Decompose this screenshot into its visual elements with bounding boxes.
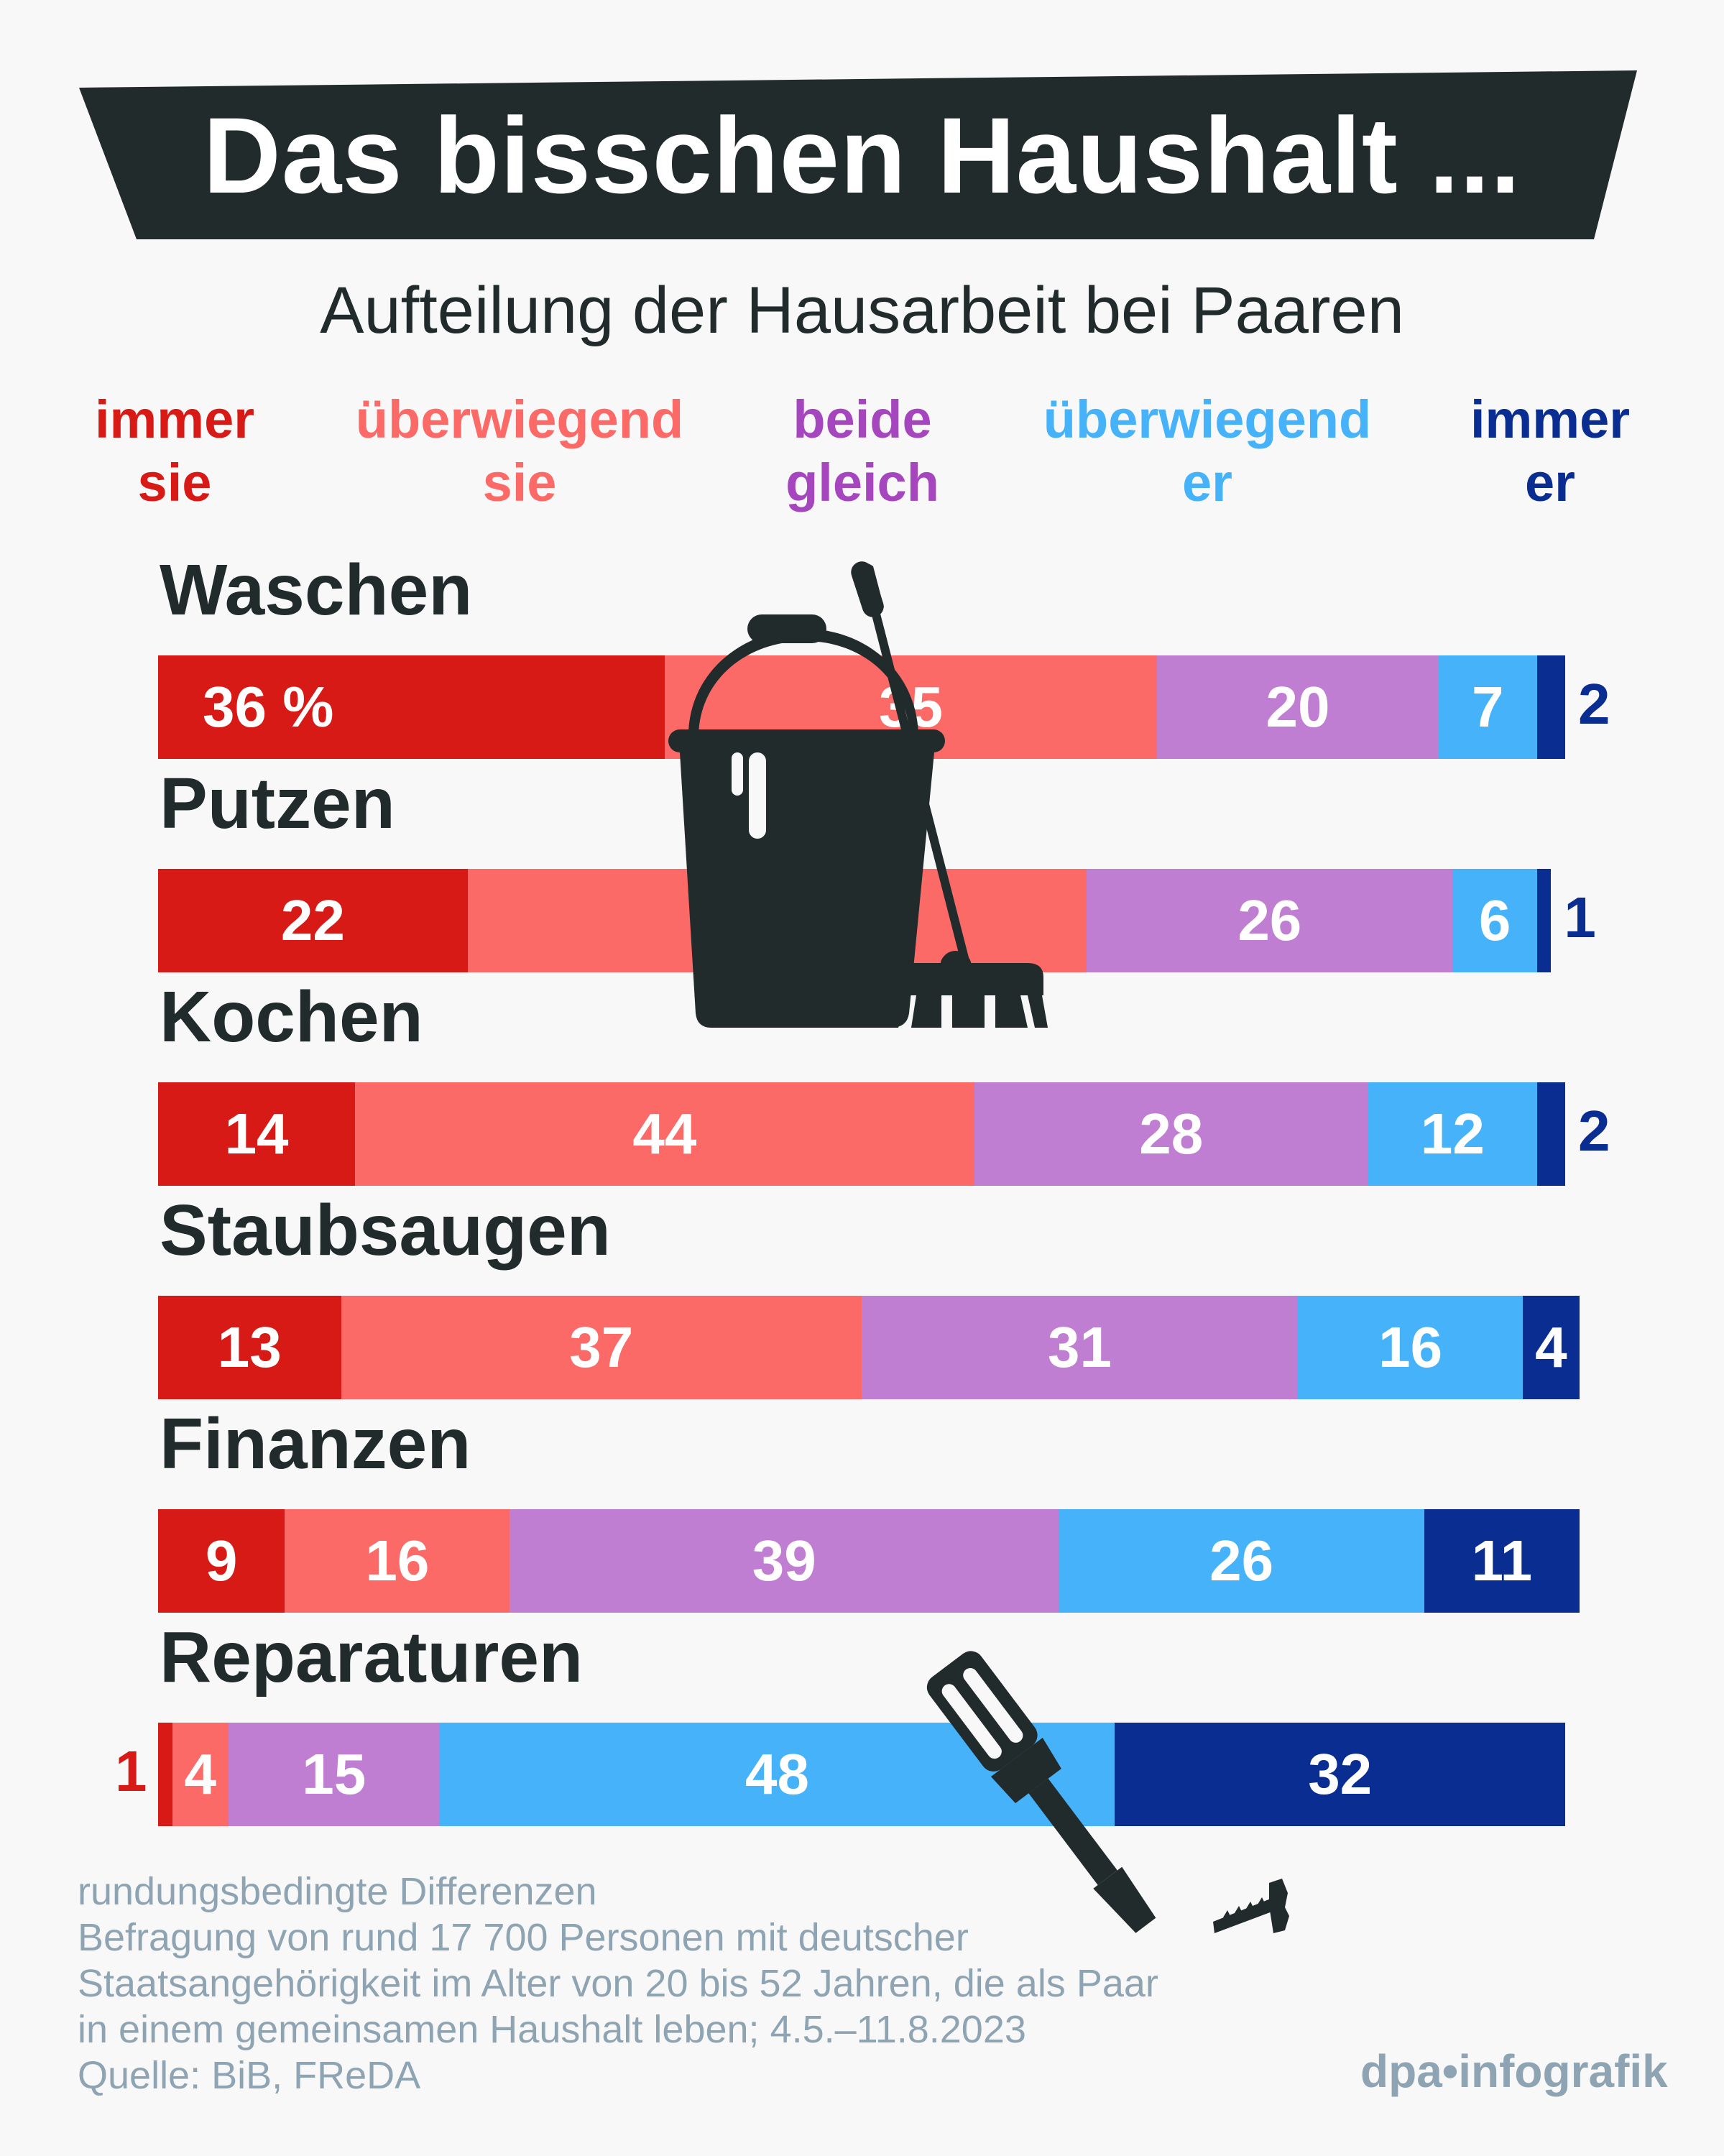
- bar-segment: [158, 1723, 172, 1826]
- data-label: 4: [184, 1742, 216, 1806]
- bar-segment: 32: [1115, 1723, 1565, 1826]
- legend-label-line2: sie: [482, 453, 557, 512]
- data-label-outside: 1: [1564, 885, 1596, 949]
- data-label: 26: [1209, 1529, 1274, 1593]
- data-label: 9: [205, 1529, 238, 1593]
- bar-segment: 6: [1452, 869, 1537, 972]
- legend-label-line2: sie: [137, 453, 212, 512]
- bar-row: 14 44 28 12: [158, 1082, 1565, 1186]
- legend-label-line1: überwiegend: [355, 390, 684, 449]
- bar-segment: 4: [1523, 1296, 1580, 1399]
- bar-segment: 14: [158, 1082, 356, 1186]
- category-label: Staubsaugen: [160, 1190, 611, 1271]
- legend-item: überwiegend sie: [356, 388, 683, 515]
- category-label: Reparaturen: [160, 1617, 584, 1697]
- legend-label-line1: immer: [1470, 390, 1631, 449]
- data-label: 13: [217, 1315, 282, 1379]
- data-label: 16: [1378, 1315, 1443, 1379]
- bar-segment: 44: [355, 1082, 974, 1186]
- dpa-infografik-logo: dpa•infografik: [1360, 2045, 1668, 2097]
- data-label: 15: [302, 1742, 367, 1806]
- bar-segment: 28: [974, 1082, 1368, 1186]
- legend-label-line2: gleich: [785, 453, 939, 512]
- bar-segment: 31: [861, 1296, 1298, 1399]
- legend-label-line2: er: [1182, 453, 1232, 512]
- footnote-line: Quelle: BiB, FReDA: [78, 2054, 421, 2097]
- data-label: 44: [632, 1102, 697, 1166]
- bar-segment: 11: [1424, 1509, 1580, 1613]
- data-label: 36 %: [203, 675, 334, 739]
- legend-label-line1: beide: [793, 390, 932, 449]
- data-label-outside: 2: [1578, 1099, 1610, 1163]
- footnote-line: in einem gemeinsamen Haushalt leben; 4.5…: [78, 2008, 1026, 2051]
- bar-segment: 15: [228, 1723, 440, 1826]
- bar-segment: 36 %: [158, 655, 665, 759]
- legend-item: überwiegend er: [1043, 388, 1371, 515]
- footnote-line: Staatsangehörigkeit im Alter von 20 bis …: [78, 1962, 1158, 2005]
- bar-segment: 16: [1297, 1296, 1524, 1399]
- data-label: 4: [1535, 1315, 1567, 1379]
- data-label: 28: [1139, 1102, 1204, 1166]
- legend-label-line2: er: [1525, 453, 1575, 512]
- page-title: Das bisschen Haushalt ...: [203, 95, 1521, 216]
- data-label: 20: [1266, 675, 1330, 739]
- title-banner: [79, 70, 1637, 239]
- bar-segment: 26: [1059, 1509, 1425, 1613]
- bar-segment: 37: [341, 1296, 862, 1399]
- bar-segment: 13: [158, 1296, 341, 1399]
- data-label-outside: 1: [115, 1739, 147, 1803]
- category-label: Waschen: [160, 550, 473, 630]
- bar-row: 13 37 31 16 4: [158, 1296, 1580, 1399]
- bar-segment: [1536, 1082, 1565, 1186]
- legend-label-line1: immer: [94, 390, 255, 449]
- footnote-line: rundungsbedingte Differenzen: [78, 1870, 597, 1913]
- data-label: 12: [1420, 1102, 1485, 1166]
- bucket-mop-icon: [668, 561, 1048, 1028]
- bar-segment: 12: [1368, 1082, 1537, 1186]
- bar-row: 4 15 48 32: [158, 1723, 1565, 1826]
- bar-segment: 4: [172, 1723, 229, 1826]
- data-label: 48: [745, 1742, 809, 1806]
- chart-subtitle: Aufteilung der Hausarbeit bei Paaren: [320, 274, 1404, 347]
- bar-segment: 39: [510, 1509, 1059, 1613]
- footnote-line: Befragung von rund 17 700 Personen mit d…: [78, 1916, 969, 1959]
- category-label: Putzen: [160, 763, 395, 844]
- bar-row: 9 16 39 26 11: [158, 1509, 1580, 1613]
- data-label: 6: [1478, 888, 1511, 952]
- legend-item: beide gleich: [785, 388, 939, 515]
- bar-segment: 9: [158, 1509, 285, 1613]
- legend-item: immer sie: [95, 388, 254, 515]
- data-label: 37: [569, 1315, 634, 1379]
- legend-item: immer er: [1470, 388, 1630, 515]
- bar-segment: 7: [1438, 655, 1537, 759]
- data-label: 31: [1047, 1315, 1112, 1379]
- bar-segment: 16: [285, 1509, 510, 1613]
- bar-segment: 26: [1087, 869, 1453, 972]
- category-label: Kochen: [160, 977, 423, 1057]
- data-label-outside: 2: [1578, 672, 1610, 736]
- bar-segment: [1536, 655, 1565, 759]
- bar-segment: 22: [158, 869, 468, 972]
- data-label: 26: [1237, 888, 1302, 952]
- bar-segment: [1536, 869, 1552, 972]
- data-label: 11: [1471, 1529, 1533, 1593]
- screwdriver-icon: [926, 1651, 1156, 1933]
- data-label: 22: [280, 888, 345, 952]
- data-label: 39: [752, 1529, 816, 1593]
- category-label: Finanzen: [160, 1404, 471, 1484]
- data-label: 32: [1308, 1742, 1373, 1806]
- bar-row: 36 %35207: [158, 655, 1565, 759]
- data-label: 16: [365, 1529, 430, 1593]
- screw-icon: [1213, 1879, 1289, 1933]
- legend-label-line1: überwiegend: [1043, 390, 1372, 449]
- bar-segment: 20: [1157, 655, 1439, 759]
- data-label: 7: [1472, 675, 1504, 739]
- data-label: 14: [224, 1102, 289, 1166]
- footnote: rundungsbedingte Differenzen Befragung vo…: [78, 1869, 1158, 2099]
- bar-row: 2244266: [158, 869, 1552, 972]
